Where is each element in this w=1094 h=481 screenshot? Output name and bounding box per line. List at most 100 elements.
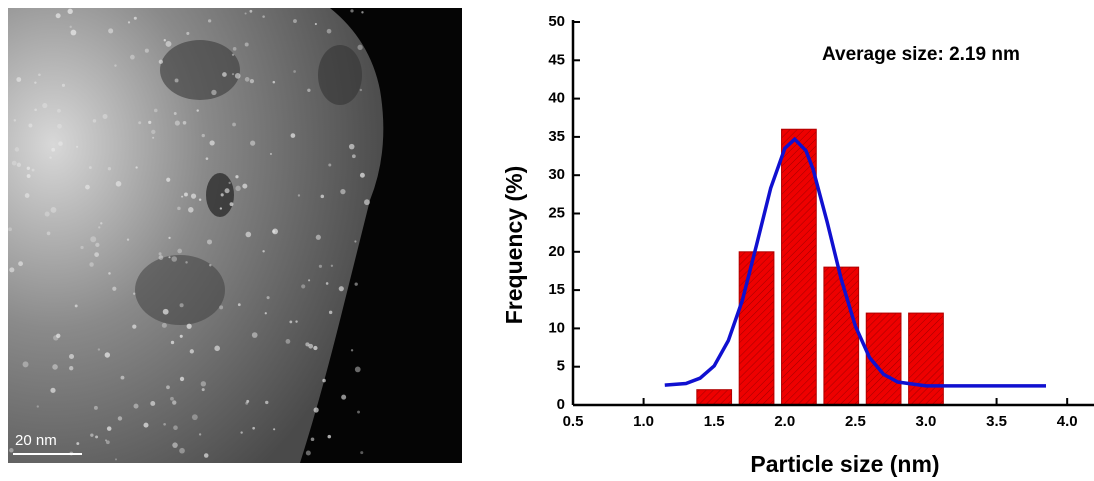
particle [171,256,178,262]
particle [297,194,301,197]
particle [269,152,273,156]
particle [313,407,319,413]
particle [104,352,111,358]
particle [172,400,177,405]
particle [351,154,356,159]
particle [151,129,156,135]
particle [348,143,355,150]
particle [158,59,164,64]
particle [13,119,17,122]
particle [245,401,249,405]
tem-image [8,8,462,463]
particle [115,181,122,187]
particle [186,323,192,329]
particle [185,261,188,264]
particle [174,120,180,126]
particle [57,108,61,113]
particle [179,447,185,454]
particle [318,264,323,268]
particle [308,279,311,282]
bar [823,266,860,406]
particle [89,262,94,267]
particle [133,16,137,20]
particle [120,375,125,380]
particle [50,206,57,213]
particle [61,83,66,87]
particle [8,227,12,232]
x-axis-label: Particle size (nm) [750,451,939,477]
particle [163,39,166,42]
particle [174,78,179,83]
particle [320,194,325,199]
x-tick-label: 3.0 [916,413,937,430]
particle [100,222,103,225]
particle [173,425,178,431]
particle [244,42,249,47]
particle [219,305,224,310]
particle [108,28,114,34]
particle [252,426,256,430]
particle [165,41,172,47]
bar [738,251,775,406]
particle [191,414,198,421]
particle [359,88,363,92]
particle [85,184,90,190]
particle [360,451,364,455]
particle [36,405,39,408]
particle [234,73,241,79]
particle [205,157,209,160]
particle [327,434,332,439]
y-tick-label: 40 [548,90,565,107]
particle [246,399,250,403]
y-axis-label: Frequency (%) [501,166,527,324]
y-tick-label: 35 [548,128,565,145]
particle [222,72,227,77]
particle [198,198,202,201]
particle [52,364,58,370]
particle [51,147,56,152]
particle [249,9,253,13]
particle [357,410,360,414]
particle [354,282,358,286]
x-tick-label: 3.5 [986,413,1007,430]
particle [325,282,329,285]
particle [262,15,265,18]
particle [138,121,142,125]
particle [214,345,220,352]
particle [314,22,317,26]
particle [172,442,178,448]
particle [196,109,199,112]
particle [264,312,267,315]
particle [14,147,20,152]
particle [38,73,41,77]
particle [57,123,62,129]
particle [94,252,99,257]
particle [245,231,252,238]
particle [22,361,29,368]
particle [90,433,94,437]
scale-bar-label: 20 nm [15,432,57,449]
particle [80,245,84,250]
particle [228,181,231,185]
particle [211,89,217,96]
particle [308,343,314,349]
particle [235,175,239,179]
particle [209,263,212,267]
x-tick-label: 1.5 [704,413,725,430]
particle [9,267,15,273]
particle [9,448,14,453]
particle [273,428,276,431]
particle [31,168,35,172]
particle [190,193,197,199]
y-tick-label: 20 [548,243,565,260]
particle [69,366,74,371]
particle [322,378,326,383]
particle [350,9,354,13]
particle [200,381,207,387]
particle [34,81,37,84]
particle [182,120,187,125]
particle [130,54,135,60]
particle [153,108,158,113]
particle [26,166,31,171]
particle [170,396,174,401]
